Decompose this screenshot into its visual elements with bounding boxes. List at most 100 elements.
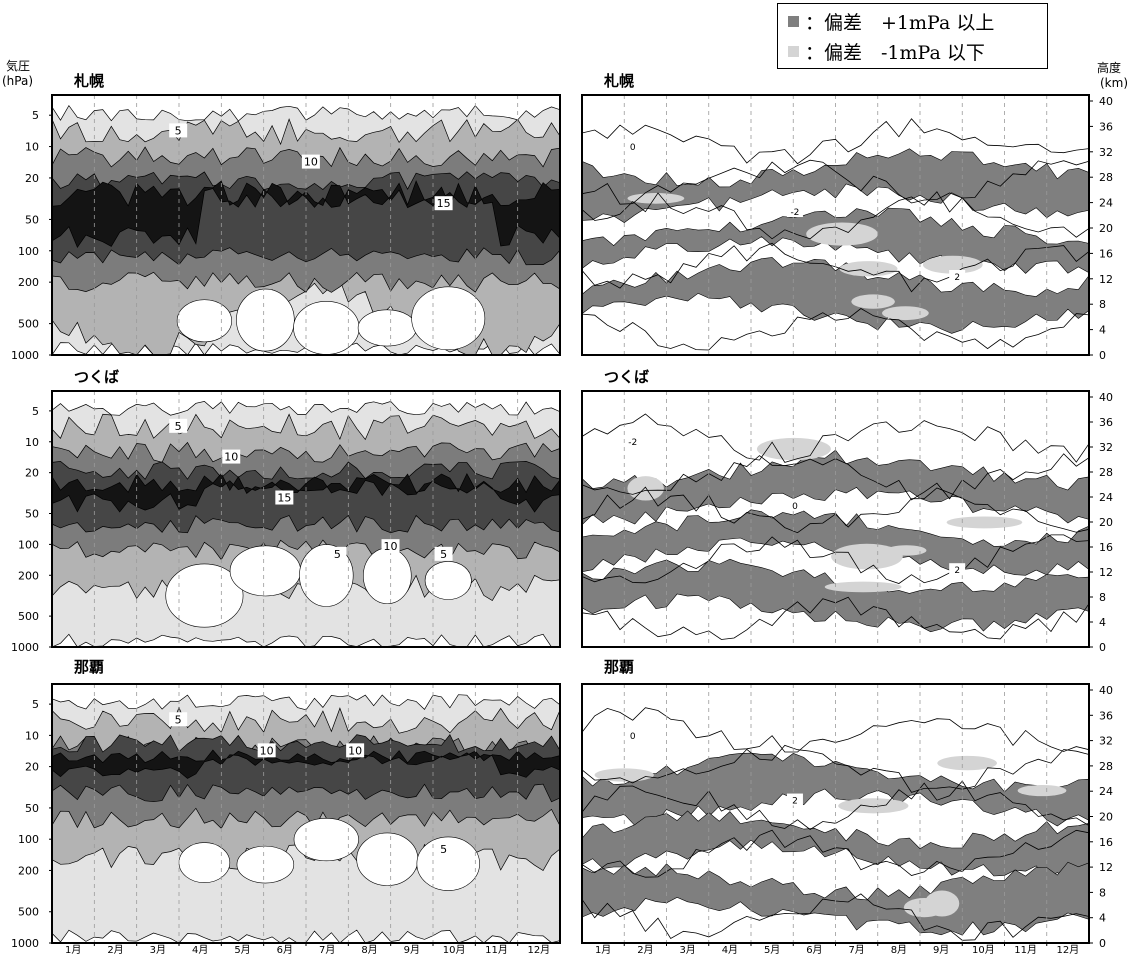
left-panel-1-y-tick-label: 200 (18, 276, 39, 289)
right-panel-2-minus-anomaly-region (756, 437, 831, 461)
left-panel-1-low-ozone-region (357, 309, 417, 347)
left-panel-1-frame (51, 94, 561, 356)
right-axis-title-1: 高度 (1097, 60, 1121, 75)
right-panel-3-month-label: 7月 (848, 944, 864, 955)
left-panel-3-y-axis: 5 10 20 50 100 200 500 1000 (11, 698, 52, 950)
left-panel-1-contour-label-bg (169, 123, 188, 138)
left-panel-3-y-tick-label: 50 (25, 802, 39, 815)
right-panel-1-minus-anomaly-region (851, 294, 895, 309)
left-panel-2-low-ozone-region (424, 561, 472, 600)
right-panel-1-minus-anomaly-region (922, 255, 983, 274)
right-panel-1-contour-label-bg (949, 270, 966, 282)
left-panel-1-y-tick-label: 500 (18, 318, 39, 331)
left-panel-2-y-tick-label: 1000 (11, 641, 39, 654)
right-panel-2-y-tick-label: 8 (1099, 591, 1106, 604)
left-panel-2-contour-label-bg (222, 449, 241, 464)
right-panel-2-minus-anomaly-region (627, 476, 664, 501)
right-panel-2-minus-anomaly-region (824, 581, 902, 593)
left-panel-3-month-label: 9月 (404, 944, 420, 955)
left-panel-3-contour-label: 10 (260, 744, 274, 757)
right-panel-3-y-tick-label: 0 (1099, 937, 1106, 950)
left-panel-2-y-tick-label: 50 (25, 507, 39, 520)
left-panel-1-contour-label-bg (301, 154, 320, 169)
left-panel-3-y-tick-label: 500 (18, 906, 39, 919)
left-panel-3-contour-label-bg (257, 743, 276, 758)
right-panel-1-y-tick-label: 32 (1099, 146, 1113, 159)
left-panel-2-contour-label-bg (169, 418, 188, 433)
left-panel-1-y-tick-label: 1000 (11, 349, 39, 362)
left-panel-2-contour-label: 10 (224, 451, 238, 464)
left-panel-2-y-axis: 5 10 20 50 100 200 500 1000 (11, 405, 52, 654)
right-panel-3-month-label: 1月 (595, 944, 611, 955)
left-panel-3-low-ozone-region (356, 832, 419, 886)
left-panel-2-title: つくば (74, 368, 119, 386)
right-panel-1-title: 札幌 (603, 72, 634, 90)
left-panel-1-title: 札幌 (73, 72, 104, 90)
left-panel-2-contour-label: 15 (277, 492, 291, 505)
right-panel-2-y-tick-label: 40 (1099, 391, 1113, 404)
right-panel-3-y-tick-label: 40 (1099, 684, 1113, 697)
left-panel-3-contour-label: 5 (440, 843, 447, 856)
right-panel-1-minus-anomaly-region (882, 306, 929, 321)
right-panel-2-contour-label-bg (624, 435, 641, 448)
left-panel-1-low-ozone-region (411, 286, 486, 351)
left-panel-1-contour-label: 15 (437, 197, 451, 210)
right-panel-1-y-tick-label: 24 (1099, 197, 1113, 210)
left-panel-2-y-tick-label: 200 (18, 569, 39, 582)
right-panel-1-minus-anomaly-region (627, 193, 685, 204)
right-panel-2-contour-label-bg (949, 563, 966, 576)
left-panel-3-y-tick-label: 1000 (11, 937, 39, 950)
left-panel-2-contour-label: 10 (384, 540, 398, 553)
left-panel-3-y-tick-label: 10 (25, 729, 39, 742)
left-panel-3-month-label: 11月 (485, 944, 508, 955)
left-panel-3-low-ozone-region (416, 836, 480, 891)
right-panel-1-minus-anomaly-region (806, 222, 878, 246)
right-panel-3-title: 那覇 (604, 658, 634, 676)
right-panel-3-month-label: 8月 (891, 944, 907, 955)
right-panel-3-month-label: 3月 (679, 944, 695, 955)
right-panel-3-contour-label: 0 (630, 732, 636, 742)
right-panel-3: 那覇 0 2 (581, 658, 1090, 944)
right-panel-3-month-label: 11月 (1014, 944, 1037, 955)
left-panel-2-low-ozone-region (229, 545, 301, 597)
right-panel-1-y-tick-label: 28 (1099, 171, 1113, 184)
right-panel-1-y-tick-label: 36 (1099, 120, 1113, 133)
right-panel-2-y-tick-label: 36 (1099, 416, 1113, 429)
left-panel-3-month-label: 1月 (65, 944, 81, 955)
right-panel-3-y-axis: 0 4 8 12 16 20 24 28 32 36 40 (1089, 684, 1113, 950)
left-panel-2-y-tick-label: 20 (25, 467, 39, 480)
right-panel-3-minus-anomaly-region (838, 798, 909, 814)
left-panel-3-contour-label-bg (169, 712, 188, 727)
right-panel-1-y-tick-label: 0 (1099, 349, 1106, 362)
right-panel-2-y-tick-label: 16 (1099, 541, 1113, 554)
left-panel-3-title: 那覇 (74, 658, 104, 676)
legend-swatch-minus (788, 45, 799, 57)
left-panel-2-contour-label-bg (275, 490, 294, 505)
right-panel-3-y-tick-label: 12 (1099, 861, 1113, 874)
left-panel-1-low-ozone-region (176, 299, 232, 343)
right-panel-2-y-tick-label: 28 (1099, 466, 1113, 479)
left-panel-3-y-tick-label: 20 (25, 761, 39, 774)
right-panel-2-contour-label-bg (786, 499, 803, 512)
right-panel-3-minus-anomaly-region (1017, 785, 1067, 797)
left-panel-2-contour-label-bg (328, 546, 347, 561)
left-panel-2-y-tick-label: 10 (25, 436, 39, 449)
right-panel-3-y-tick-label: 16 (1099, 836, 1113, 849)
right-panel-2-y-tick-label: 12 (1099, 566, 1113, 579)
left-panel-1-low-ozone-region (293, 301, 360, 355)
left-panel-2-y-tick-label: 5 (32, 405, 39, 418)
right-panel-1-zero-contour (581, 159, 1090, 205)
right-panel-1-minus-anomaly-region (839, 261, 898, 277)
right-panel-3-y-tick-label: 32 (1099, 735, 1113, 748)
right-panel-1-y-axis: 0 4 8 12 16 20 24 28 32 36 40 (1089, 95, 1113, 362)
left-panel-2-contour-label: 5 (175, 420, 182, 433)
right-panel-1-y-tick-label: 8 (1099, 298, 1106, 311)
right-panel-1-contour-label: 0 (630, 143, 636, 153)
right-panel-3-y-tick-label: 4 (1099, 912, 1106, 925)
right-panel-3-month-label: 9月 (933, 944, 949, 955)
left-panel-3-contour-label-bg (346, 743, 365, 758)
left-panel-3-month-label: 7月 (319, 944, 335, 955)
legend-swatch-plus (788, 15, 799, 27)
left-panel-1-y-tick-label: 100 (18, 245, 39, 258)
right-panel-3-y-tick-label: 36 (1099, 709, 1113, 722)
